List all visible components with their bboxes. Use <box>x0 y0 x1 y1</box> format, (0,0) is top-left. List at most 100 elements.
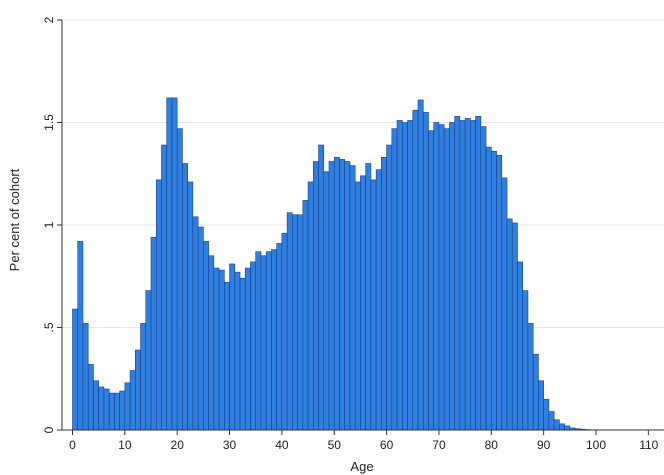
histogram-bar <box>323 171 330 431</box>
histogram-bar <box>553 419 560 431</box>
x-tick-label: 30 <box>223 438 237 452</box>
histogram-bar <box>239 277 246 431</box>
histogram-bar <box>171 97 178 431</box>
histogram-bar <box>281 232 288 431</box>
x-tick-label: 90 <box>537 438 551 452</box>
histogram-bar <box>470 120 476 431</box>
y-axis-ticks: 0 .5 1 1.5 2 <box>42 16 62 433</box>
histogram-bar <box>496 155 503 431</box>
histogram-bar <box>203 241 209 431</box>
histogram-bar <box>490 150 497 431</box>
histogram-bar <box>559 423 565 431</box>
histogram-bar <box>548 411 555 431</box>
histogram-bar <box>543 398 550 431</box>
histogram-bar <box>234 271 241 431</box>
histogram-bar <box>349 165 356 431</box>
histogram-bar <box>532 353 539 431</box>
x-axis-title: Age <box>350 459 373 474</box>
histogram-bar <box>386 144 393 431</box>
histogram-bar <box>517 261 524 431</box>
histogram-bar <box>328 161 335 431</box>
histogram-bar <box>407 120 414 431</box>
x-tick-label: 0 <box>69 438 76 452</box>
histogram-bar <box>391 128 398 431</box>
histogram-bar <box>480 126 487 431</box>
histogram-bar <box>98 386 105 431</box>
histogram-bar <box>166 97 173 431</box>
histogram-bar <box>449 122 455 431</box>
histogram-bar <box>318 144 325 431</box>
histogram-bar <box>339 159 346 431</box>
histogram-bar <box>564 425 571 431</box>
histogram-bar <box>93 380 99 431</box>
x-tick-label: 60 <box>380 438 394 452</box>
histogram-bar <box>396 120 403 431</box>
x-tick-label: 20 <box>171 438 185 452</box>
histogram-bar <box>114 392 120 431</box>
histogram-bar <box>307 181 314 431</box>
y-tick-label: 0 <box>42 426 56 433</box>
histogram-bar <box>255 251 262 431</box>
histogram-bar <box>333 157 340 431</box>
histogram-bar <box>250 261 257 431</box>
histogram-bar <box>129 370 136 431</box>
y-tick-label: .5 <box>42 322 56 332</box>
x-tick-label: 10 <box>118 438 132 452</box>
histogram-bar <box>417 99 424 431</box>
histogram-bar <box>103 388 110 431</box>
histogram-bar <box>155 179 162 431</box>
histogram-bar <box>182 163 188 431</box>
histogram-bar <box>454 116 461 431</box>
histogram-bar <box>218 269 225 431</box>
histogram-bar <box>87 364 94 431</box>
histogram-bar <box>292 214 298 431</box>
histogram-bar <box>506 218 513 431</box>
histogram-bar <box>381 157 387 431</box>
y-tick-label: 2 <box>42 16 56 23</box>
histogram-bar <box>140 323 147 431</box>
histogram-bar <box>108 392 115 431</box>
x-tick-label: 50 <box>328 438 342 452</box>
histogram-bar <box>527 323 534 431</box>
histogram-bar <box>402 122 408 431</box>
histogram-bar <box>511 222 518 431</box>
histogram-bar <box>187 181 194 431</box>
histogram-bar <box>124 382 131 431</box>
histogram-bar <box>485 146 492 431</box>
x-tick-label: 100 <box>586 438 606 452</box>
x-tick-label: 70 <box>432 438 446 452</box>
histogram-bar <box>77 241 84 431</box>
histogram-bar <box>176 128 183 431</box>
histogram-bar <box>276 243 283 431</box>
y-tick-label: 1.5 <box>42 114 56 131</box>
histogram-bar <box>422 111 429 431</box>
histogram-bar <box>370 179 377 431</box>
histogram-bar <box>313 161 319 431</box>
histogram-bar <box>192 216 199 431</box>
histogram-bar <box>459 120 466 431</box>
x-axis-ticks: 0 10 20 30 40 50 60 70 80 90 100 110 <box>69 430 659 452</box>
histogram-bar <box>344 161 351 431</box>
x-tick-label: 110 <box>639 438 658 452</box>
histogram-bar <box>286 212 293 431</box>
histogram-bar <box>475 116 482 431</box>
histogram-bar <box>271 249 277 431</box>
histogram-bar <box>72 308 79 431</box>
x-tick-label: 40 <box>275 438 289 452</box>
histogram-bar <box>302 200 309 431</box>
histogram-bar <box>150 237 157 431</box>
y-axis-title: Per cent of cohort <box>7 168 22 271</box>
histogram-bar <box>265 251 272 431</box>
histogram-bar <box>229 263 236 431</box>
histogram-bar <box>428 130 435 431</box>
histogram-bar <box>224 282 230 431</box>
histogram-bar <box>197 226 204 431</box>
histogram-bar <box>145 290 152 431</box>
histogram-bar <box>208 255 215 431</box>
histogram-bar <box>538 380 544 431</box>
histogram-bar <box>464 118 471 431</box>
histogram-bar <box>244 267 251 431</box>
histogram-bar <box>412 109 419 431</box>
histogram-bar <box>433 122 440 431</box>
histogram-bar <box>213 267 220 431</box>
